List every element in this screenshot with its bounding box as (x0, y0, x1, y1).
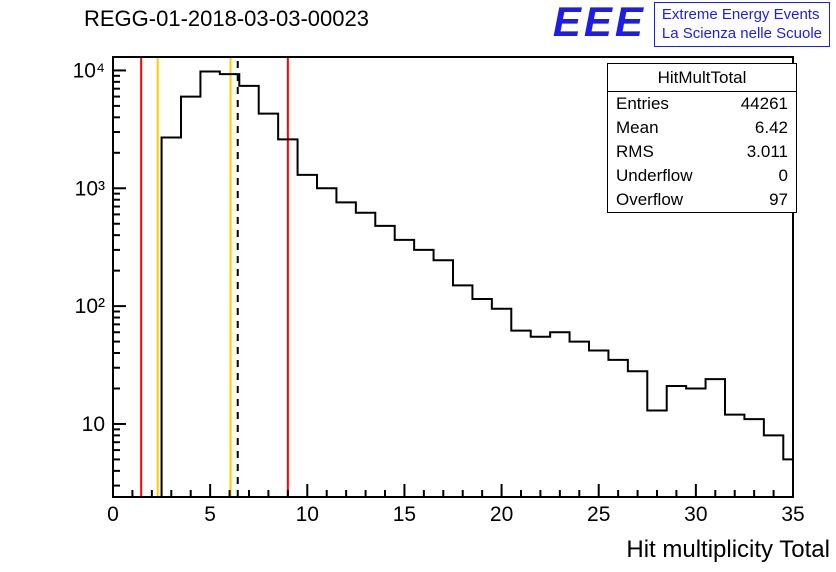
stats-label: Entries (616, 94, 669, 113)
stats-value: 3.011 (746, 142, 788, 161)
y-tick-label: 10 (82, 413, 105, 436)
x-tick-label: 20 (490, 503, 513, 526)
stats-value: 0 (778, 166, 788, 185)
stats-box-rows: Entries 44261 Mean 6.42 RMS 3.011 Underflow 0 Ov… (608, 92, 796, 212)
eee-logo: EEE Extreme Energy Events La Scienza nel… (552, 0, 830, 47)
stats-row: Overflow 97 (608, 188, 796, 212)
eee-logo-subtitle: Extreme Energy Events La Scienza nelle S… (653, 2, 830, 47)
stats-box-title: HitMultTotal (608, 64, 796, 92)
y-tick-label: 10³ (75, 177, 105, 200)
plot-title: REGG-01-2018-03-03-00023 (84, 6, 369, 31)
histogram-line (113, 70, 793, 498)
y-tick-label: 10² (75, 295, 105, 318)
eee-logo-line1: Extreme Energy Events (661, 6, 820, 23)
stats-box: HitMultTotal Entries 44261 Mean 6.42 RMS 3.01… (607, 63, 797, 213)
x-tick-label: 15 (393, 503, 416, 526)
stats-label: RMS (616, 142, 654, 161)
eee-logo-line2: La Scienza nelle Scuole (661, 25, 822, 42)
stats-value: 97 (769, 190, 788, 209)
stats-row: RMS 3.011 (608, 140, 796, 164)
y-tick-label: 10⁴ (73, 59, 105, 82)
x-tick-label: 5 (204, 503, 216, 526)
stats-value: 44261 (740, 94, 788, 113)
stats-label: Mean (616, 118, 659, 137)
plot-frame (112, 56, 794, 498)
x-tick-label: 10 (296, 503, 319, 526)
stats-label: Underflow (616, 166, 693, 185)
eee-logo-text: EEE (552, 0, 646, 45)
x-tick-label: 0 (107, 503, 119, 526)
stats-row: Underflow 0 (608, 164, 796, 188)
x-axis-label: Hit multiplicity Total (626, 536, 830, 563)
stats-row: Entries 44261 (608, 92, 796, 116)
x-tick-label: 25 (587, 503, 610, 526)
x-tick-label: 35 (781, 503, 804, 526)
stats-label: Overflow (616, 190, 684, 209)
x-tick-label: 30 (684, 503, 707, 526)
stats-value: 6.42 (754, 118, 788, 137)
stats-row: Mean 6.42 (608, 116, 796, 140)
